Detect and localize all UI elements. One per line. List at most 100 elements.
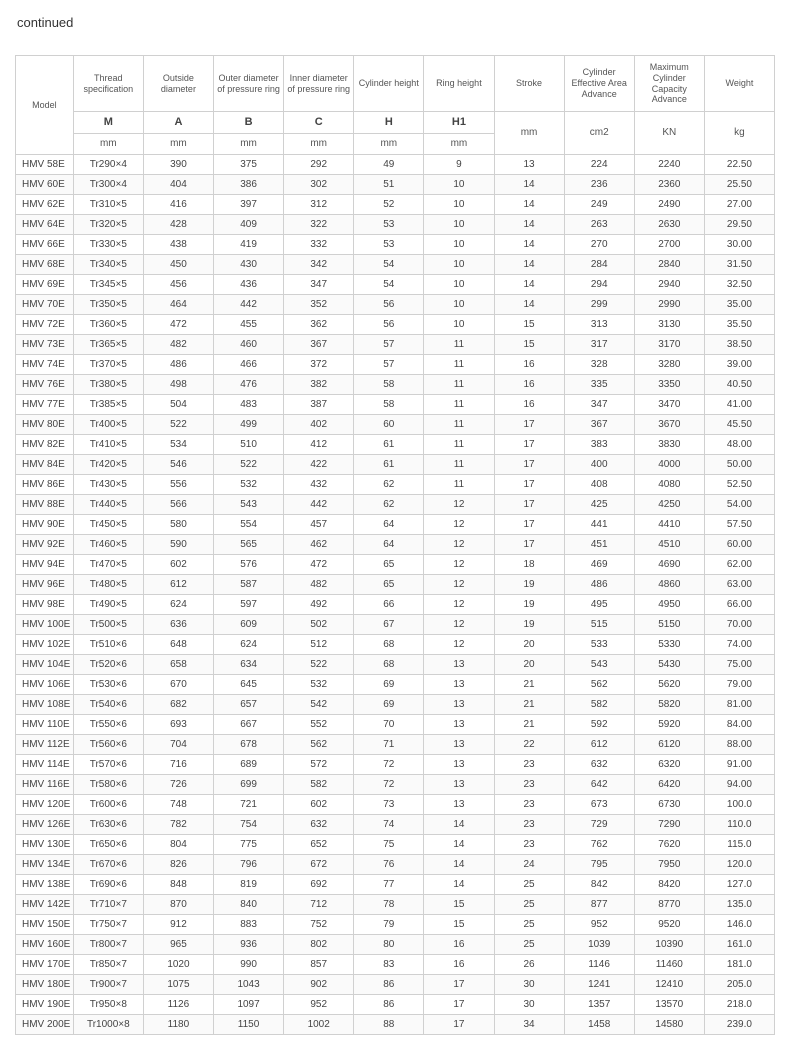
table-cell: 590 (143, 535, 213, 555)
table-cell: 12 (424, 535, 494, 555)
table-cell: 25 (494, 935, 564, 955)
table-cell: 25 (494, 875, 564, 895)
table-row: HMV 160ETr800×79659368028016251039103901… (16, 935, 775, 955)
table-cell: 466 (214, 355, 284, 375)
table-row: HMV 96ETr480×5612587482651219486486063.0… (16, 575, 775, 595)
table-cell: 699 (214, 775, 284, 795)
table-cell: 16 (494, 375, 564, 395)
table-cell: HMV 76E (16, 375, 74, 395)
table-cell: 634 (214, 655, 284, 675)
table-cell: 224 (564, 155, 634, 175)
table-cell: 5620 (634, 675, 704, 695)
table-cell: 13 (424, 675, 494, 695)
table-cell: 86 (354, 975, 424, 995)
table-cell: HMV 84E (16, 455, 74, 475)
table-cell: 88.00 (704, 735, 774, 755)
table-cell: HMV 142E (16, 895, 74, 915)
table-cell: 10 (424, 275, 494, 295)
table-cell: Tr600×6 (73, 795, 143, 815)
table-cell: 61 (354, 455, 424, 475)
header-unit-stroke: mm (494, 112, 564, 155)
header-area: Cylinder Effective Area Advance (564, 56, 634, 112)
table-cell: Tr410×5 (73, 435, 143, 455)
table-cell: 66 (354, 595, 424, 615)
table-row: HMV 77ETr385×5504483387581116347347041.0… (16, 395, 775, 415)
table-cell: 83 (354, 955, 424, 975)
table-cell: Tr570×6 (73, 755, 143, 775)
table-row: HMV 142ETr710×78708407127815258778770135… (16, 895, 775, 915)
table-cell: 5430 (634, 655, 704, 675)
table-cell: 10 (424, 315, 494, 335)
table-cell: 127.0 (704, 875, 774, 895)
table-cell: 857 (284, 955, 354, 975)
table-cell: 543 (564, 655, 634, 675)
table-cell: 460 (214, 335, 284, 355)
table-cell: 819 (214, 875, 284, 895)
header-outside-dia: Outside diameter (143, 56, 213, 112)
table-cell: Tr340×5 (73, 255, 143, 275)
table-cell: 2630 (634, 215, 704, 235)
table-cell: 729 (564, 815, 634, 835)
table-cell: 826 (143, 855, 213, 875)
table-row: HMV 114ETr570×6716689572721323632632091.… (16, 755, 775, 775)
table-cell: 11460 (634, 955, 704, 975)
table-cell: 425 (564, 495, 634, 515)
table-cell: 292 (284, 155, 354, 175)
table-cell: 78 (354, 895, 424, 915)
table-cell: 302 (284, 175, 354, 195)
table-cell: 412 (284, 435, 354, 455)
table-cell: 624 (214, 635, 284, 655)
table-row: HMV 130ETr650×68047756527514237627620115… (16, 835, 775, 855)
table-row: HMV 200ETr1000×8118011501002881734145814… (16, 1015, 775, 1035)
table-cell: Tr420×5 (73, 455, 143, 475)
table-cell: HMV 180E (16, 975, 74, 995)
table-row: HMV 106ETr530×6670645532691321562562079.… (16, 675, 775, 695)
table-row: HMV 126ETr630×67827546327414237297290110… (16, 815, 775, 835)
table-cell: 883 (214, 915, 284, 935)
table-cell: 840 (214, 895, 284, 915)
table-cell: HMV 110E (16, 715, 74, 735)
table-cell: 23 (494, 775, 564, 795)
table-cell: 15 (494, 335, 564, 355)
table-cell: 146.0 (704, 915, 774, 935)
table-cell: 597 (214, 595, 284, 615)
table-cell: 58 (354, 375, 424, 395)
table-cell: 689 (214, 755, 284, 775)
table-cell: 60.00 (704, 535, 774, 555)
table-cell: 65 (354, 555, 424, 575)
table-cell: 796 (214, 855, 284, 875)
table-cell: 4510 (634, 535, 704, 555)
table-cell: HMV 102E (16, 635, 74, 655)
table-cell: Tr950×8 (73, 995, 143, 1015)
table-cell: 16 (424, 955, 494, 975)
table-row: HMV 70ETr350×5464442352561014299299035.0… (16, 295, 775, 315)
table-cell: 4080 (634, 475, 704, 495)
table-cell: 17 (424, 995, 494, 1015)
header-outer-dia-ring: Outer diameter of pressure ring (214, 56, 284, 112)
table-cell: 25 (494, 915, 564, 935)
table-cell: 502 (284, 615, 354, 635)
table-cell: 68 (354, 655, 424, 675)
table-row: HMV 190ETr950×81126109795286173013571357… (16, 995, 775, 1015)
table-cell: 522 (214, 455, 284, 475)
table-cell: 404 (143, 175, 213, 195)
table-cell: 10 (424, 235, 494, 255)
table-cell: 74 (354, 815, 424, 835)
table-cell: Tr385×5 (73, 395, 143, 415)
table-cell: 457 (284, 515, 354, 535)
table-row: HMV 120ETr600×67487216027313236736730100… (16, 795, 775, 815)
table-cell: 53 (354, 215, 424, 235)
table-cell: 11 (424, 435, 494, 455)
table-cell: 49 (354, 155, 424, 175)
table-cell: 612 (143, 575, 213, 595)
table-cell: 990 (214, 955, 284, 975)
table-row: HMV 88ETr440×5566543442621217425425054.0… (16, 495, 775, 515)
table-cell: 492 (284, 595, 354, 615)
table-cell: 428 (143, 215, 213, 235)
table-cell: 31.50 (704, 255, 774, 275)
table-cell: Tr365×5 (73, 335, 143, 355)
table-cell: 332 (284, 235, 354, 255)
table-cell: 12 (424, 555, 494, 575)
table-row: HMV 74ETr370×5486466372571116328328039.0… (16, 355, 775, 375)
table-row: HMV 138ETr690×68488196927714258428420127… (16, 875, 775, 895)
